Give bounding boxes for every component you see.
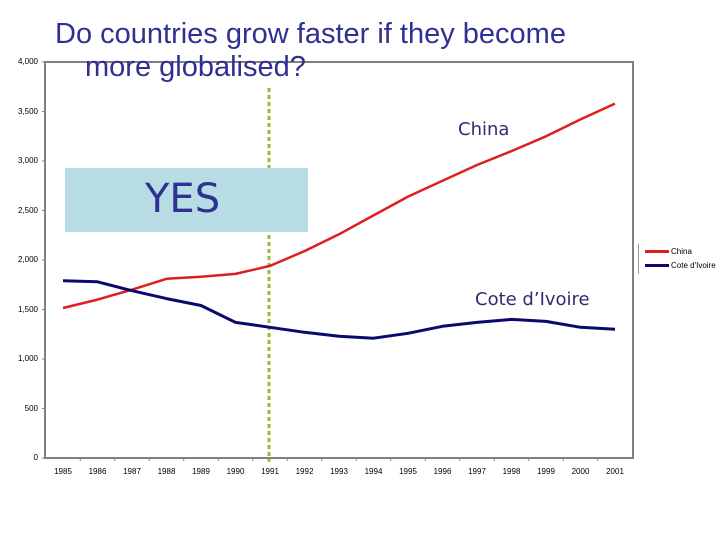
x-tick-label: 1995 [399,467,417,476]
y-axis-ticks [42,61,45,459]
y-tick-label: 3,500 [17,106,38,116]
yes-callout-text: YES [145,176,221,222]
x-tick-label: 1999 [537,467,555,476]
x-tick-label: 1993 [330,467,348,476]
legend-label-china: China [671,247,692,256]
x-tick-label: 1991 [261,467,279,476]
cote-divoire-annotation-label: Cote d’Ivoire [475,289,590,310]
x-tick-label: 1998 [502,467,521,476]
y-tick-label: 500 [24,403,38,413]
x-tick-label: 1988 [157,467,176,476]
x-tick-label: 1986 [88,467,107,476]
x-tick-label: 2001 [606,467,624,476]
plot-frame [44,61,634,459]
x-tick-label: 1996 [433,467,452,476]
x-tick-label: 1990 [226,467,245,476]
title-line-2: more globalised? [85,51,306,83]
x-tick-label: 1985 [54,467,72,476]
legend-swatch-china [645,250,669,253]
legend-item-cote-divoire: Cote d'Ivoire [645,261,716,270]
legend-label-cote-divoire: Cote d'Ivoire [671,261,716,270]
china-series-line [62,102,616,310]
china-annotation-label: China [458,119,510,140]
x-tick-label: 1994 [364,467,383,476]
y-tick-label: 4,000 [17,57,38,66]
x-tick-label: 2000 [571,467,590,476]
legend-item-china: China [645,247,692,256]
slide-title: Do countries grow faster if they become … [55,18,655,84]
y-tick-label: 2,000 [17,255,38,264]
legend-swatch-cote-divoire [645,264,669,267]
yes-callout-box: YES [65,168,308,232]
x-tick-label: 1987 [123,467,141,476]
x-tick-label: 1992 [295,467,314,476]
cote-divoire-series-line [62,279,616,340]
y-tick-label: 2,500 [17,205,38,215]
y-tick-label: 1,000 [17,354,38,363]
x-tick-label: 1997 [468,467,486,476]
y-tick-label: 1,500 [17,304,38,314]
x-tick-label: 1989 [192,467,210,476]
chart-legend: China Cote d'Ivoire [638,244,720,274]
title-line-1: Do countries grow faster if they become [55,18,566,50]
y-tick-label: 0 [33,453,38,462]
y-tick-label: 3,000 [17,156,38,165]
x-axis-ticks [79,458,599,461]
